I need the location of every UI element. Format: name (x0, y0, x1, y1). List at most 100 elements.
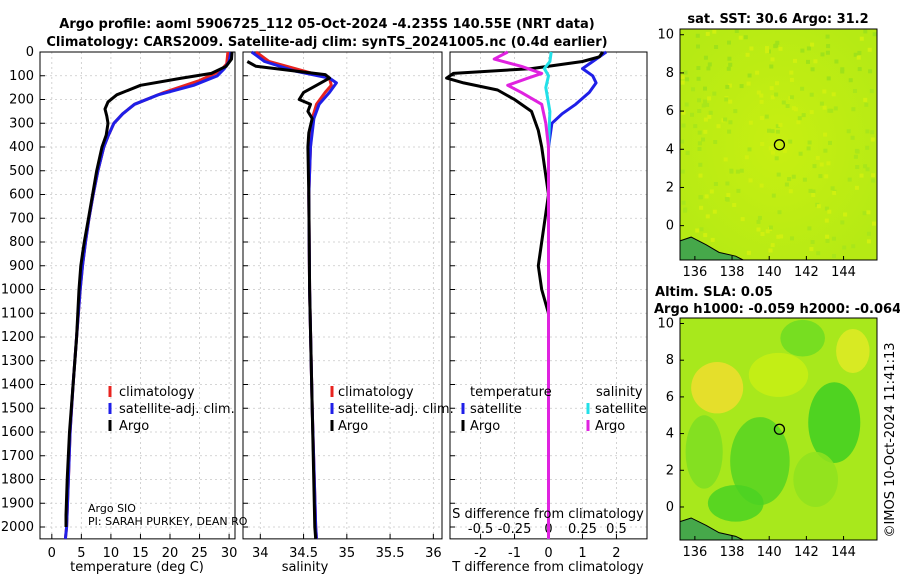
y-tick-label: 2000 (1, 520, 34, 535)
legend-label-climatology: climatology (338, 385, 414, 400)
sst-pixel (695, 33, 700, 38)
legend-label-temp-argo: Argo (470, 419, 500, 434)
sst-pixel (867, 47, 872, 52)
sst-pixel (832, 254, 836, 258)
sst-pixel (854, 185, 859, 190)
axes-frame (242, 51, 443, 540)
y-tick-label: 1900 (1, 496, 34, 511)
sla-anomaly (748, 352, 809, 397)
sst-pixel (767, 128, 771, 133)
sst-pixel (765, 46, 769, 51)
sst-pixel (811, 189, 816, 194)
sst-pixel (691, 87, 695, 92)
imos-timestamp: ©IMOS 10-Oct-2024 11:41:13 (883, 342, 898, 537)
sst-pixel (820, 52, 825, 57)
x-tick-label: 0 (48, 546, 56, 561)
legend-label-argo: Argo (338, 419, 368, 434)
y-tick-label: 10 (657, 28, 674, 43)
sst-pixel (771, 193, 776, 198)
sst-pixel (695, 228, 700, 233)
sst-pixel (815, 155, 820, 160)
y-tick-label: 0 (666, 219, 674, 234)
sst-pixel (769, 64, 774, 69)
sst-pixel (776, 234, 781, 239)
sst-pixel (809, 92, 814, 97)
line-satellite-adj-clim (63, 51, 233, 540)
sst-pixel (778, 46, 783, 51)
sst-pixel (796, 120, 801, 125)
y-tick-label: 2 (666, 463, 674, 478)
x-tick-label: 36 (425, 546, 442, 561)
sst-pixel (748, 120, 753, 125)
sst-pixel (853, 154, 858, 159)
sst-pixel (868, 69, 873, 74)
sst-pixel (831, 236, 836, 241)
sst-pixel (778, 122, 783, 127)
sst-pixel (810, 240, 815, 244)
sst-pixel (729, 169, 734, 174)
sst-pixel (699, 227, 704, 232)
temperature-legend: climatology satellite-adj. clim. Argo (108, 385, 235, 434)
sst-pixel (775, 40, 780, 45)
sst-pixel (856, 55, 861, 60)
sst-pixel (707, 96, 712, 101)
argo-float-marker (773, 139, 786, 151)
sst-pixel (779, 234, 784, 239)
line-argo (246, 60, 331, 540)
sst-pixel (710, 237, 715, 242)
sst-pixel (833, 106, 838, 111)
sst-pixel (822, 89, 827, 94)
x-tick-label: 2 (612, 546, 620, 561)
sst-pixel (697, 98, 701, 103)
sst-pixel (723, 117, 728, 122)
sla-map: 136 138 140 142 144 0 2 4 6 8 10 (657, 317, 878, 560)
sst-pixel (863, 164, 868, 169)
y-tick-label: 300 (9, 116, 34, 131)
sst-pixel (764, 114, 769, 119)
sst-pixel (824, 206, 829, 211)
sst-pixel (832, 190, 837, 195)
sst-pixel (740, 217, 745, 222)
figure-title-line1: Argo profile: aoml 5906725_112 05-Oct-20… (59, 17, 594, 32)
salinity-legend: climatology satellite-adj. clim. Argo (330, 385, 454, 434)
sst-pixel (683, 70, 688, 75)
sst-pixel (705, 31, 710, 36)
sst-pixel (724, 197, 729, 201)
sst-pixel (826, 44, 831, 49)
sst-pixel (789, 70, 794, 75)
sst-pixel (775, 129, 780, 134)
sst-pixel (697, 130, 702, 135)
sst-pixel (770, 57, 775, 62)
sla-anomaly (691, 362, 744, 414)
salinity-panel: 34 34.5 35 35.5 36 (242, 50, 443, 561)
sst-pixel (705, 214, 710, 219)
y-tick-label: 8 (666, 353, 674, 368)
sst-pixel (697, 141, 702, 146)
sst-pixel (756, 227, 761, 232)
secondary-tick-label: 0.5 (606, 522, 627, 537)
sst-pixel (755, 70, 760, 75)
y-tick-label: 6 (666, 104, 674, 119)
x-tick-label: 136 (682, 265, 707, 280)
sst-pixel (745, 52, 750, 57)
sst-pixel (791, 106, 796, 111)
sst-pixel (830, 186, 835, 191)
x-tick-label: 142 (794, 265, 819, 280)
sst-pixel (697, 109, 702, 113)
sst-pixel (773, 44, 778, 49)
legend-label-satellite: satellite-adj. clim. (119, 402, 235, 417)
sst-pixel (703, 99, 708, 104)
sst-pixel (807, 140, 812, 145)
legend-label-sal-satellite: satellite (595, 402, 647, 417)
x-tick-label: -2 (474, 546, 487, 561)
y-tick-label: 6 (666, 390, 674, 405)
sst-pixel (728, 62, 733, 67)
sst-pixel (712, 29, 717, 34)
sst-pixel (747, 73, 752, 78)
sst-pixel (707, 114, 712, 119)
x-tick-label: 34.5 (289, 546, 318, 561)
sst-pixel (818, 174, 823, 179)
y-tick-label: 900 (9, 259, 34, 274)
sst-pixel (759, 183, 764, 188)
